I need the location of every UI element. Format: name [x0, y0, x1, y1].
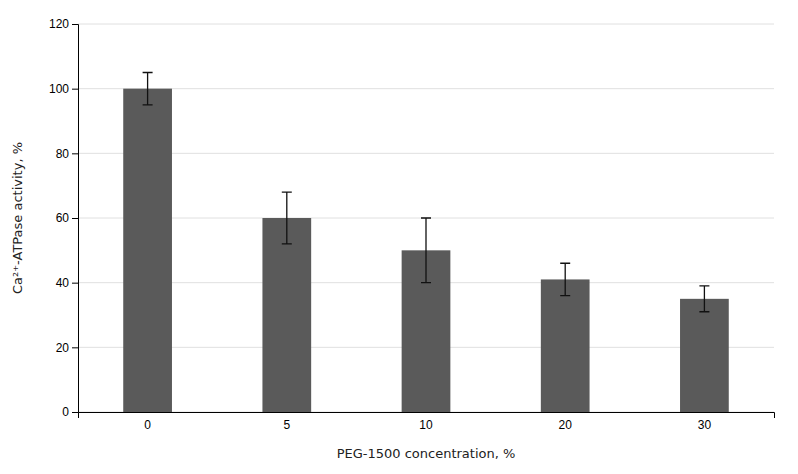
y-tick-mark [72, 347, 78, 348]
x-tick: 30 [698, 418, 712, 432]
x-tick-label: 20 [559, 418, 573, 432]
bar [262, 218, 311, 412]
y-tick: 60 [56, 211, 78, 225]
x-tick: 20 [559, 418, 573, 432]
grid [78, 24, 774, 412]
x-tick-label: 5 [283, 418, 290, 432]
error-bar [282, 192, 292, 244]
x-tick-label: 30 [698, 418, 712, 432]
x-tick: 5 [283, 418, 290, 432]
y-tick-mark [72, 24, 78, 25]
grid-line [78, 24, 774, 25]
y-tick-label: 80 [56, 147, 70, 161]
x-axis: 0 5 10 20 30 [79, 413, 775, 432]
x-axis-title: PEG-1500 concentration, % [337, 446, 516, 461]
y-tick-label: 60 [56, 211, 70, 225]
y-tick-mark [72, 218, 78, 219]
error-bar [699, 286, 709, 312]
y-tick: 100 [49, 82, 78, 96]
y-tick: 20 [56, 341, 78, 355]
y-axis: 0 20 40 60 80 100 120 [49, 17, 79, 419]
error-bar [421, 218, 431, 283]
bars [123, 73, 729, 413]
x-tick: 0 [144, 418, 151, 432]
y-tick: 40 [56, 276, 78, 290]
y-tick-mark [72, 283, 78, 284]
y-tick: 0 [62, 405, 78, 419]
y-tick-label: 40 [56, 276, 70, 290]
y-tick-mark [72, 153, 78, 154]
y-tick-mark [72, 89, 78, 90]
chart-svg: 0 20 40 60 80 100 120 0 5 10 20 30 PEG-1500 concentr… [0, 0, 798, 474]
y-tick-label: 0 [62, 405, 69, 419]
y-tick: 80 [56, 147, 78, 161]
grid-line [78, 153, 774, 154]
bar [541, 279, 590, 412]
error-bar [143, 73, 153, 105]
axis-domain [72, 25, 79, 413]
y-tick-label: 100 [49, 82, 69, 96]
y-tick-mark [72, 412, 78, 413]
y-tick-label: 20 [56, 341, 70, 355]
y-tick-label: 120 [49, 17, 69, 31]
x-tick: 10 [419, 418, 433, 432]
chart-container: 0 20 40 60 80 100 120 0 5 10 20 30 PEG-1500 concentr… [0, 0, 798, 474]
y-tick: 120 [49, 17, 78, 31]
error-bar [560, 263, 570, 295]
x-tick-label: 0 [144, 418, 151, 432]
bar [123, 89, 172, 412]
bar [680, 299, 729, 412]
plot: 0 20 40 60 80 100 120 0 5 10 20 30 [49, 17, 775, 431]
grid-line [78, 88, 774, 89]
x-tick-label: 10 [419, 418, 433, 432]
y-axis-title: Ca²⁺-ATPase activity, % [10, 142, 25, 294]
